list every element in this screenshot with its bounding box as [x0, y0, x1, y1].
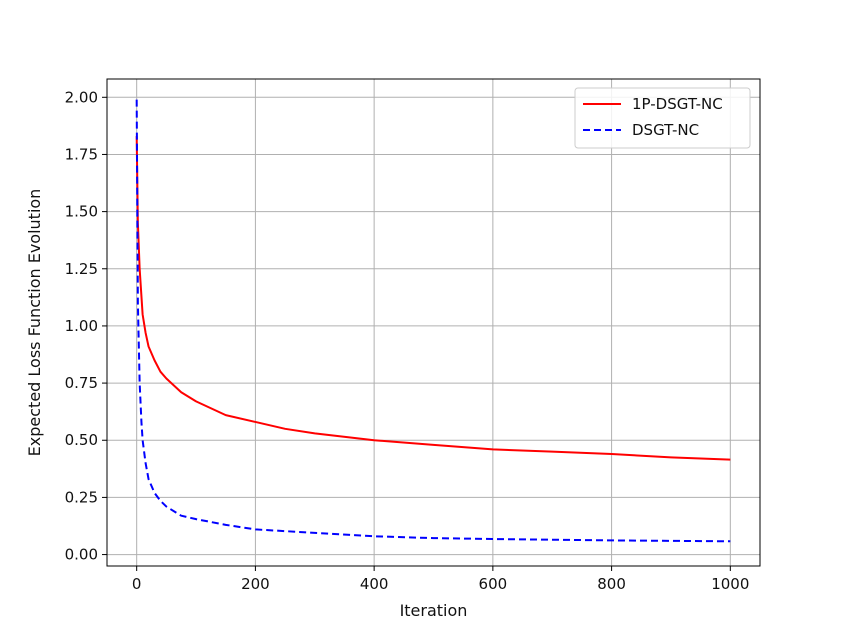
y-tick-label: 0.50: [65, 431, 98, 449]
x-tick-label: 0: [132, 575, 142, 593]
x-tick-label: 600: [479, 575, 508, 593]
legend: 1P-DSGT-NC DSGT-NC: [574, 87, 751, 149]
y-tick-label: 2.00: [65, 88, 98, 106]
y-tick-label: 1.50: [65, 203, 98, 221]
legend-label-1p-dsgt-nc: 1P-DSGT-NC: [632, 95, 723, 113]
x-tick-label: 800: [597, 575, 626, 593]
x-tick-label: 200: [241, 575, 270, 593]
y-tick-label: 1.75: [65, 145, 98, 163]
y-tick-label: 0.00: [65, 546, 98, 564]
x-axis: 0 200 400 600 800 1000: [132, 566, 749, 593]
legend-label-dsgt-nc: DSGT-NC: [632, 121, 699, 139]
series-line-1p-dsgt-nc: [135, 136, 731, 461]
y-tick-label: 0.75: [65, 374, 98, 392]
y-tick-label: 1.25: [65, 260, 98, 278]
y-tick-label: 0.25: [65, 488, 98, 506]
x-axis-label: Iteration: [400, 601, 468, 620]
x-tick-label: 1000: [711, 575, 749, 593]
y-axis: 0.00 0.25 0.50 0.75 1.00 1.25 1.50 1.75 2.00: [65, 88, 107, 564]
grid: [107, 79, 760, 566]
plot-frame: [106, 78, 761, 567]
y-axis-label: Expected Loss Function Evolution: [25, 189, 44, 457]
series-layer: [135, 99, 731, 543]
x-tick-label: 400: [360, 575, 389, 593]
series-line-dsgt-nc: [135, 99, 731, 543]
y-tick-label: 1.00: [65, 317, 98, 335]
